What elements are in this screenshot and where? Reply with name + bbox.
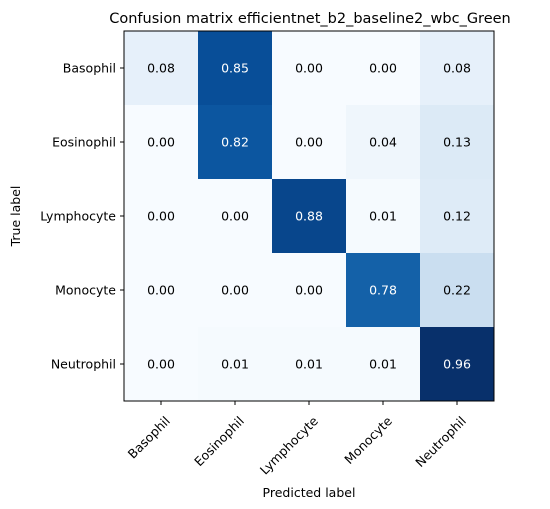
cell-value-label: 0.01 (369, 357, 397, 372)
heatmap-cell (420, 179, 495, 254)
cell-value-label: 0.85 (221, 61, 249, 76)
cell-value-label: 0.01 (221, 357, 249, 372)
heatmap-cell (272, 31, 347, 106)
cell-value-label: 0.00 (369, 61, 397, 76)
cell-value-label: 0.22 (443, 283, 471, 298)
cell-value-label: 0.00 (295, 135, 323, 150)
heatmap-cell (420, 105, 495, 180)
heatmap-cell (198, 31, 273, 106)
heatmap-cell (198, 253, 273, 328)
heatmap-cell (346, 327, 421, 402)
heatmap-cell (420, 253, 495, 328)
y-tick-label: Lymphocyte (40, 209, 116, 224)
heatmap-cell (124, 31, 199, 106)
cell-value-label: 0.78 (369, 283, 397, 298)
heatmap-cell (124, 327, 199, 402)
heatmap-cell (198, 327, 273, 402)
x-axis-ticks: Basophil Eosinophil Lymphocyte Monocyte Neut… (125, 401, 469, 477)
y-tick-label: Neutrophil (51, 357, 116, 372)
heatmap-cell (346, 179, 421, 254)
heatmap-cell (346, 253, 421, 328)
heatmap-cell (124, 179, 199, 254)
cell-value-label: 0.08 (147, 61, 175, 76)
chart-title: Confusion matrix efficientnet_b2_baselin… (109, 11, 510, 27)
heatmap-cell (346, 105, 421, 180)
cell-value-label: 0.00 (221, 209, 249, 224)
cell-value-labels: 0.08 0.85 0.00 0.00 0.08 0.00 0.82 0.00 0.04 0.13… (147, 61, 471, 372)
heatmap-cell (124, 105, 199, 180)
x-tick-label: Monocyte (341, 413, 395, 467)
heatmap-cell (272, 105, 347, 180)
heatmap-cell (420, 31, 495, 106)
heatmap-cell (272, 327, 347, 402)
cell-value-label: 0.00 (221, 283, 249, 298)
cell-value-label: 0.00 (295, 283, 323, 298)
cell-value-label: 0.12 (443, 209, 471, 224)
x-axis-label: Predicted label (263, 485, 356, 500)
heatmap-cell (346, 31, 421, 106)
y-tick-label: Eosinophil (52, 135, 116, 150)
x-tick-label: Lymphocyte (257, 413, 321, 477)
cell-value-label: 0.00 (295, 61, 323, 76)
x-tick-label: Eosinophil (191, 413, 247, 469)
cell-value-label: 0.00 (147, 283, 175, 298)
heatmap-cell (272, 179, 347, 254)
cell-value-label: 0.01 (295, 357, 323, 372)
cell-value-label: 0.00 (147, 209, 175, 224)
cell-value-label: 0.04 (369, 135, 397, 150)
heatmap-cell (124, 253, 199, 328)
cell-value-label: 0.96 (443, 357, 471, 372)
cell-value-label: 0.88 (295, 209, 323, 224)
heatmap-cell (198, 105, 273, 180)
y-tick-label: Monocyte (55, 283, 116, 298)
y-axis-ticks: Basophil Eosinophil Lymphocyte Monocyte Neut… (40, 61, 124, 372)
cell-value-label: 0.08 (443, 61, 471, 76)
cell-value-label: 0.00 (147, 135, 175, 150)
heatmap-cell (198, 179, 273, 254)
x-tick-label: Neutrophil (412, 413, 469, 470)
cell-value-label: 0.13 (443, 135, 471, 150)
y-axis-label: True label (8, 186, 23, 248)
cell-value-label: 0.00 (147, 357, 175, 372)
x-tick-label: Basophil (125, 413, 173, 461)
cell-value-label: 0.82 (221, 135, 249, 150)
heatmap-cell (420, 327, 495, 402)
heatmap-cells (124, 31, 495, 402)
heatmap-cell (272, 253, 347, 328)
cell-value-label: 0.01 (369, 209, 397, 224)
y-tick-label: Basophil (63, 61, 116, 76)
